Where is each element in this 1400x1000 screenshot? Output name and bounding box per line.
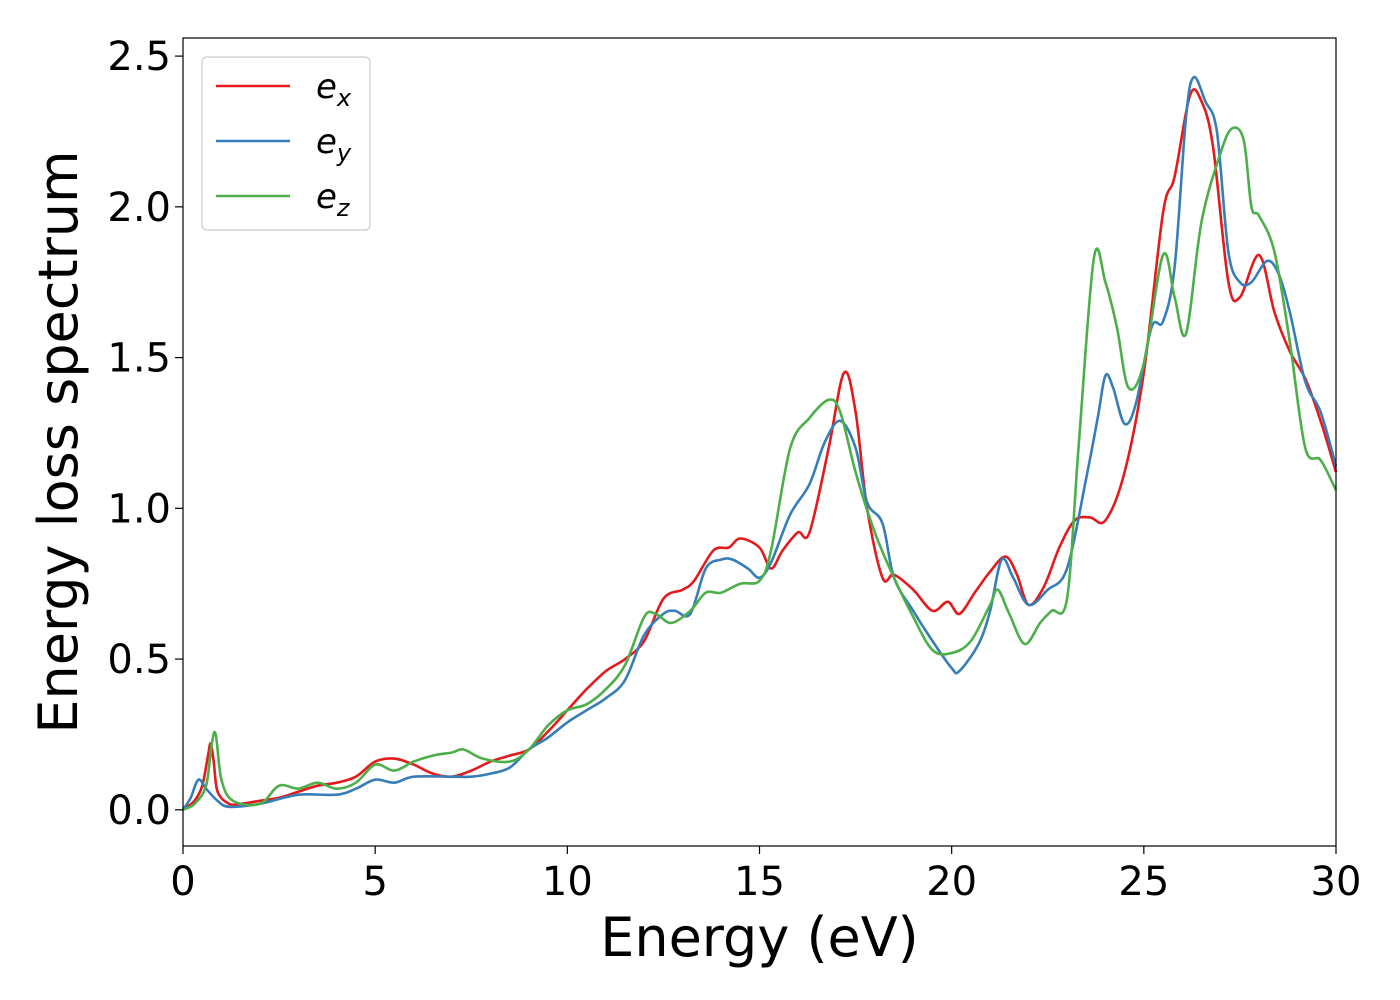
legend-label-y: ey [316, 122, 352, 167]
x-tick-label: 20 [926, 859, 977, 905]
x-tick-label: 15 [734, 859, 785, 905]
plot-background [183, 38, 1336, 846]
x-tick-label: 0 [170, 859, 195, 905]
legend-label-z: ez [316, 177, 351, 222]
x-tick-label: 25 [1118, 859, 1169, 905]
series-line-y [181, 75, 1338, 811]
x-axis-title: Energy (eV) [600, 906, 919, 969]
series-line-x [182, 88, 1338, 811]
legend-label-x: ex [316, 67, 352, 112]
x-tick-label: 30 [1311, 859, 1362, 905]
x-axis: 0 5 10 15 20 25 30 [170, 846, 1361, 905]
y-tick-label: 1.0 [107, 486, 171, 532]
legend-box [201, 56, 371, 231]
legend: ex ey ez [201, 56, 371, 231]
x-tick-label: 10 [542, 859, 593, 905]
y-tick-label: 0.0 [107, 788, 171, 834]
y-axis: 0.0 0.5 1.0 1.5 2.0 2.5 [107, 34, 183, 834]
y-tick-label: 2.5 [107, 34, 171, 80]
y-tick-label: 2.0 [107, 185, 171, 231]
x-tick-label: 5 [362, 859, 387, 905]
y-axis-title: Energy loss spectrum [27, 150, 90, 733]
y-tick-label: 0.5 [107, 637, 171, 683]
series-layer [181, 75, 1338, 811]
series-line-z [182, 126, 1338, 811]
y-tick-label: 1.5 [107, 336, 171, 382]
